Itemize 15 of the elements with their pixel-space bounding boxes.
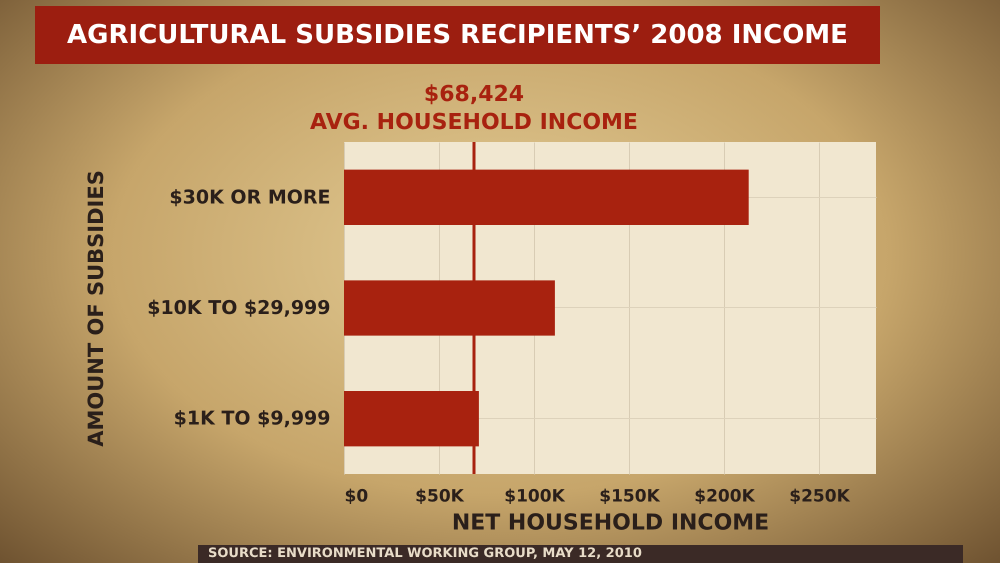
y-axis-title: AMOUNT OF SUBSIDIES bbox=[84, 170, 108, 447]
x-tick-label: $200K bbox=[694, 486, 756, 506]
x-tick-label: $0 bbox=[344, 486, 368, 506]
ref-line-label: AVG. HOUSEHOLD INCOME bbox=[310, 110, 638, 135]
x-tick-label: $250K bbox=[789, 486, 851, 506]
text: $68,424 bbox=[424, 82, 524, 107]
x-tick-label: $100K bbox=[504, 486, 566, 506]
x-tick-label: $50K bbox=[415, 486, 465, 506]
chart-title: AGRICULTURAL SUBSIDIES RECIPIENTS’ 2008 INCOME bbox=[35, 6, 880, 64]
y-tick-label: $30K OR MORE bbox=[169, 186, 330, 208]
y-tick-label: $1K TO $9,999 bbox=[174, 408, 330, 430]
source-note: SOURCE: ENVIRONMENTAL WORKING GROUP, MAY 12, 2010 bbox=[198, 545, 963, 563]
x-axis-title: NET HOUSEHOLD INCOME bbox=[452, 510, 770, 536]
x-tick-label: $150K bbox=[599, 486, 661, 506]
y-tick-label: $10K TO $29,999 bbox=[147, 297, 330, 319]
